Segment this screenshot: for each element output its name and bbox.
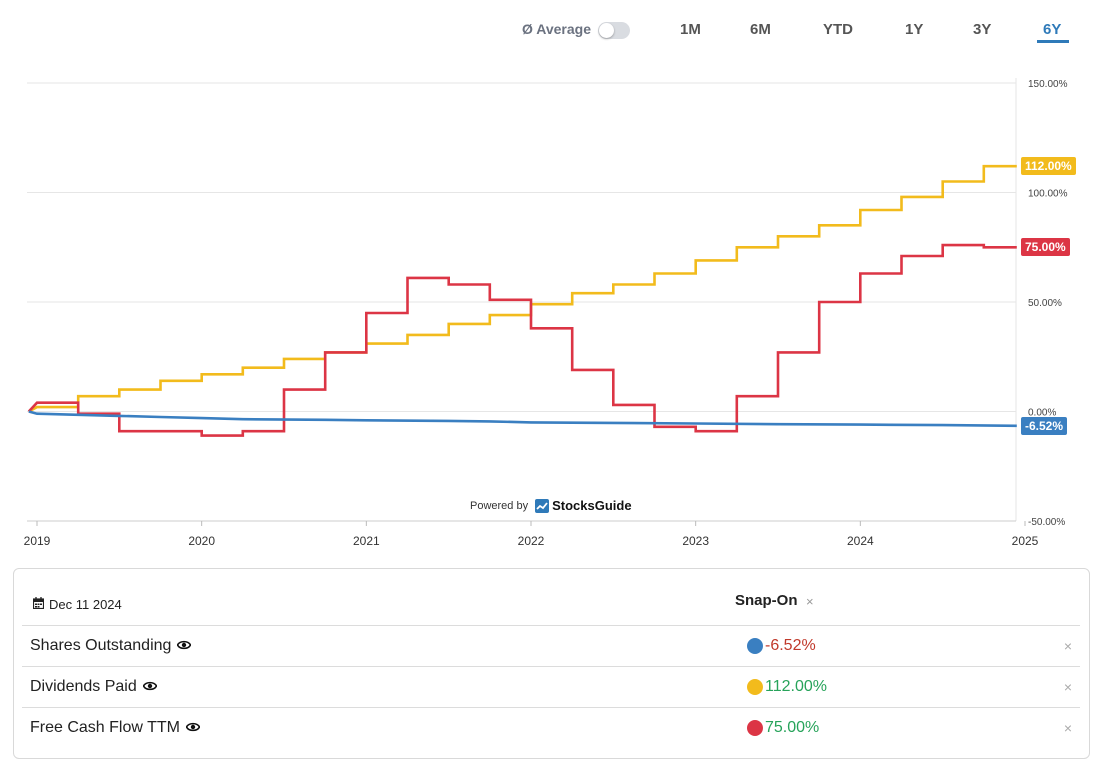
series-color-dot bbox=[747, 679, 763, 695]
range-3y-button[interactable]: 3Y bbox=[973, 21, 992, 38]
end-value-badge: 112.00% bbox=[1021, 157, 1076, 176]
x-tick-label: 2025 bbox=[1012, 534, 1039, 548]
metrics-table: Dec 11 2024 Snap-On × Shares Outstanding… bbox=[13, 568, 1090, 759]
calendar-icon bbox=[32, 597, 45, 612]
metric-label: Free Cash Flow TTM bbox=[30, 719, 201, 737]
metric-value-text: 75.00% bbox=[765, 719, 820, 736]
table-row: Free Cash Flow TTM 75.00% × bbox=[22, 707, 1080, 748]
eye-icon[interactable] bbox=[177, 637, 192, 655]
series-lines bbox=[27, 164, 1017, 437]
y-tick-label: 0.00% bbox=[1028, 408, 1056, 419]
metric-value: 75.00% bbox=[747, 719, 819, 737]
x-tick-label: 2024 bbox=[847, 534, 874, 548]
metric-name: Shares Outstanding bbox=[30, 637, 172, 654]
range-1y-button[interactable]: 1Y bbox=[905, 21, 924, 38]
company-column-header: Snap-On bbox=[735, 592, 798, 609]
powered-by: Powered by StocksGuide bbox=[470, 498, 632, 513]
metric-value-text: 112.00% bbox=[765, 678, 827, 695]
range-6m-button[interactable]: 6M bbox=[750, 21, 771, 38]
y-tick-label: 150.00% bbox=[1028, 79, 1068, 90]
powered-by-brand: StocksGuide bbox=[552, 498, 632, 513]
remove-row-button[interactable]: × bbox=[1063, 679, 1072, 695]
remove-row-button[interactable]: × bbox=[1063, 720, 1072, 736]
performance-chart: 2019 2020 2021 2022 2023 2024 2025 150.00% 100.… bbox=[24, 78, 1068, 548]
x-tick-label: 2019 bbox=[24, 534, 51, 548]
metric-label: Shares Outstanding bbox=[30, 637, 192, 655]
table-row: Dividends Paid 112.00% × bbox=[22, 666, 1080, 707]
average-toggle[interactable] bbox=[598, 22, 630, 39]
average-toggle-label: Ø Average bbox=[522, 21, 591, 37]
date-label: Dec 11 2024 bbox=[49, 597, 122, 612]
toggle-knob bbox=[599, 23, 614, 38]
x-tick-label: 2022 bbox=[518, 534, 545, 548]
end-value-badge: -6.52% bbox=[1021, 416, 1068, 435]
y-axis-ticks: 150.00% 100.00% 50.00% 0.00% -50.00% bbox=[1028, 79, 1068, 528]
eye-icon[interactable] bbox=[185, 719, 201, 737]
metric-label: Dividends Paid bbox=[30, 678, 158, 696]
eye-icon[interactable] bbox=[142, 678, 158, 696]
y-tick-label: 50.00% bbox=[1028, 298, 1062, 309]
range-6y-button[interactable]: 6Y bbox=[1043, 21, 1062, 38]
series-color-dot bbox=[747, 720, 763, 736]
series-color-dot bbox=[747, 638, 763, 654]
series-line-dividends-paid bbox=[28, 164, 1017, 413]
table-date: Dec 11 2024 bbox=[32, 597, 122, 612]
range-ytd-button[interactable]: YTD bbox=[823, 21, 853, 38]
x-tick-label: 2020 bbox=[188, 534, 215, 548]
remove-row-button[interactable]: × bbox=[1063, 638, 1072, 654]
metric-value: 112.00% bbox=[747, 678, 827, 696]
series-line-free-cash-flow-ttm bbox=[27, 243, 1017, 437]
end-value-badge: 75.00% bbox=[1021, 238, 1070, 257]
range-controls: Ø Average 1M 6M YTD 1Y 3Y 6Y bbox=[0, 18, 1097, 48]
powered-by-label: Powered by bbox=[470, 499, 529, 512]
x-tick-label: 2021 bbox=[353, 534, 380, 548]
range-1m-button[interactable]: 1M bbox=[680, 21, 701, 38]
active-range-underline bbox=[1037, 40, 1069, 43]
x-axis-ticks: 2019 2020 2021 2022 2023 2024 2025 bbox=[24, 521, 1039, 548]
stocksguide-logo-icon bbox=[535, 498, 550, 513]
y-tick-label: 100.00% bbox=[1028, 189, 1068, 200]
metric-name: Dividends Paid bbox=[30, 678, 137, 695]
grid-lines bbox=[27, 78, 1017, 522]
metric-value: -6.52% bbox=[747, 637, 816, 655]
y-tick-label: -50.00% bbox=[1028, 517, 1065, 528]
x-tick-label: 2023 bbox=[682, 534, 709, 548]
series-line-shares-outstanding bbox=[28, 410, 1017, 428]
table-row: Shares Outstanding -6.52% × bbox=[22, 625, 1080, 666]
remove-company-button[interactable]: × bbox=[806, 594, 814, 609]
metric-name: Free Cash Flow TTM bbox=[30, 719, 180, 736]
metric-value-text: -6.52% bbox=[765, 637, 816, 654]
